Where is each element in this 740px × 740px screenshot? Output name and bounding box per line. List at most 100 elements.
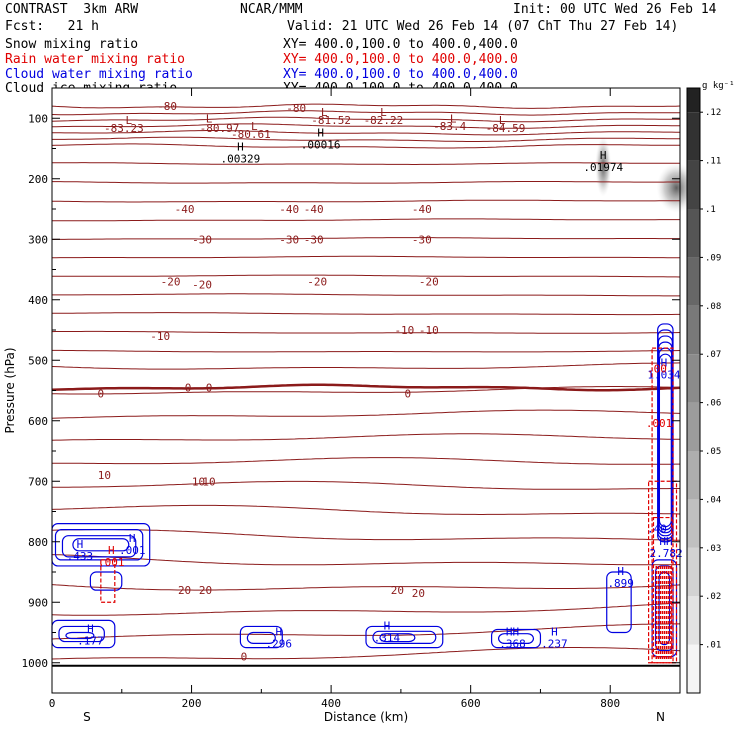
colorbar-unit: g kg⁻¹ <box>702 81 735 91</box>
temperature-contour <box>51 362 681 370</box>
temperature-contour <box>52 218 680 222</box>
temperature-contour-label: -80 <box>157 100 177 113</box>
colorbar-tick-label: .04 <box>705 495 721 505</box>
temperature-contour-label: L <box>450 112 457 125</box>
temperature-contour-label: -40 <box>175 203 195 216</box>
temperature-contour-label: 0 <box>405 388 412 401</box>
y-tick-label: 200 <box>28 173 48 186</box>
colorbar-tick-label: .06 <box>705 399 721 409</box>
x-tick-label: 600 <box>461 697 481 710</box>
temperature-contour <box>52 136 680 142</box>
temperature-contour-label: -80.97 <box>200 122 240 135</box>
cloud-water-contour <box>606 571 632 634</box>
rain-max-value: .001 <box>646 417 673 430</box>
temperature-contour-label: L <box>125 114 132 127</box>
y-tick-label: 600 <box>28 415 48 428</box>
temperature-contour-label: -30 <box>304 233 324 246</box>
temperature-contour-label: 10 <box>202 475 215 488</box>
temperature-contour-label: -10 <box>394 324 414 337</box>
snow-max-marker: H <box>600 149 607 162</box>
colorbar-swatch <box>687 547 700 597</box>
temperature-contour-label: -80 <box>286 102 306 115</box>
temperature-contour <box>51 602 681 616</box>
temperature-contour-label: -84.59 <box>486 122 526 135</box>
cloud-water-max-marker: H <box>384 620 391 633</box>
rain-water-contour <box>647 480 678 664</box>
snow-max-value: .01974 <box>583 161 623 174</box>
cloud-water-max-marker: HH <box>506 626 519 639</box>
colorbar-tick-label: .08 <box>705 302 721 312</box>
temperature-contour-label: L <box>251 120 258 133</box>
colorbar-swatch <box>687 257 700 306</box>
cloud-water-max-value: .177 <box>77 635 104 648</box>
colorbar-tick-label: .02 <box>705 592 721 602</box>
temperature-contour <box>51 409 681 419</box>
cloud-water-max-marker: H <box>87 623 94 636</box>
temperature-contour-label: L <box>380 106 387 119</box>
cloud-water-max-marker: H <box>275 626 282 639</box>
y-tick-label: 800 <box>28 536 48 549</box>
snow-max-marker: H <box>237 140 244 153</box>
temperature-contour <box>51 529 681 541</box>
cloud-water-contour <box>58 625 105 643</box>
cloud-water-contour <box>379 633 416 643</box>
cloud-water-max-value: .001 <box>119 544 146 557</box>
cloud-water-contour <box>65 631 95 640</box>
temperature-contour <box>52 349 681 353</box>
chart-title: CONTRAST 3km ARW <box>5 2 139 17</box>
cloud-water-contour <box>239 625 283 649</box>
rain-water-contour <box>100 559 116 603</box>
temperature-contour-label: -30 <box>279 233 299 246</box>
colorbar-swatch <box>687 209 700 258</box>
temperature-contour-label: -40 <box>412 203 432 216</box>
colorbar-swatch <box>687 499 700 548</box>
cloud-water-max-value: 2.782 <box>649 547 682 560</box>
cloud-water-contour <box>246 631 276 644</box>
colorbar-tick-label: .03 <box>705 544 721 554</box>
cloud-water-contour <box>54 529 144 561</box>
colorbar-swatch <box>687 354 700 403</box>
south-end-label: S <box>83 710 91 724</box>
cloud-water-max-value: .237 <box>541 638 568 651</box>
x-tick-label: 400 <box>321 697 341 710</box>
temperature-contour-label: L <box>499 114 506 127</box>
temperature-contour <box>52 312 680 316</box>
cloud-water-max-value: .368 <box>499 638 526 651</box>
field-rain-xy: XY= 400.0,100.0 to 400.0,400.0 <box>283 52 518 67</box>
cloud-water-max-marker: H <box>77 538 84 551</box>
temperature-contour-label: -83.4 <box>433 120 466 133</box>
colorbar-swatch <box>687 305 700 355</box>
temperature-contour <box>51 433 680 441</box>
y-tick-label: 1000 <box>22 657 49 670</box>
temperature-contour-label: -40 <box>304 203 324 216</box>
temperature-contour <box>52 181 680 184</box>
cloud-water-contour <box>89 571 123 591</box>
temperature-contour-label: 20 <box>199 584 212 597</box>
colorbar-tick-label: .09 <box>705 253 721 263</box>
temperature-contour-label: -40 <box>279 203 299 216</box>
field-cloudwater-name: Cloud water mixing ratio <box>5 67 193 82</box>
colorbar-tick-label: .07 <box>705 350 721 360</box>
temperature-contour <box>51 123 680 129</box>
cloud-water-contour <box>365 625 444 649</box>
temperature-contour <box>51 504 681 515</box>
freezing-level-contour <box>51 383 681 392</box>
x-tick-label: 800 <box>600 697 620 710</box>
temperature-contour-label: 20 <box>412 587 425 600</box>
colorbar-swatch <box>687 644 700 693</box>
y-tick-label: 300 <box>28 233 48 246</box>
cloud-water-max-marker: H <box>129 532 136 545</box>
y-tick-label: 700 <box>28 475 48 488</box>
temperature-contour <box>51 237 680 240</box>
cloud-water-contour <box>372 630 437 644</box>
cloud-water-contour <box>658 353 672 528</box>
colorbar-tick-label: .11 <box>705 157 721 167</box>
temperature-contour <box>52 255 680 259</box>
colorbar-tick-label: .05 <box>705 447 721 457</box>
snow-max-marker: H <box>317 126 324 139</box>
temperature-contour-label: -20 <box>161 276 181 289</box>
cloud-water-max-marker: H <box>661 356 668 369</box>
temperature-contour <box>51 162 680 165</box>
rain-max-value: .00 <box>647 362 667 375</box>
